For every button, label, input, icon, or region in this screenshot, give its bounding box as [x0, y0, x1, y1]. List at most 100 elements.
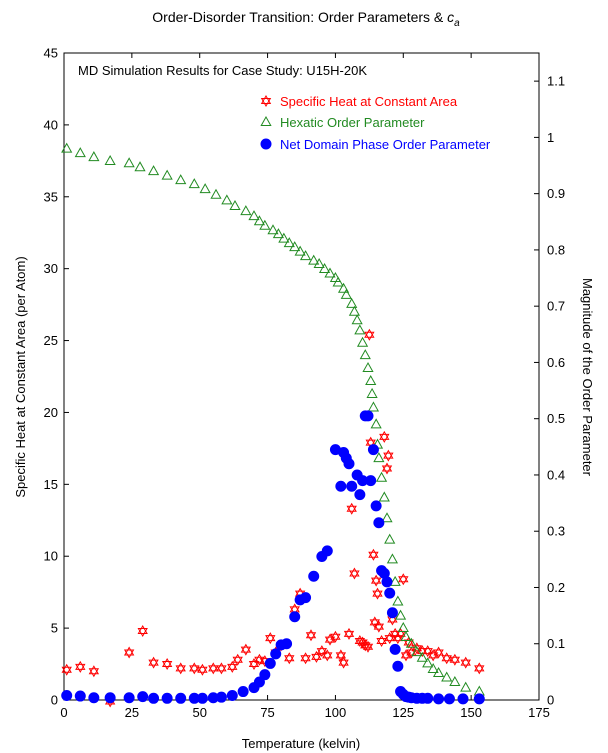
hexatic-point — [283, 237, 295, 248]
net-domain-point — [381, 576, 393, 588]
hexatic-point — [460, 681, 472, 692]
specific-heat-point — [300, 652, 311, 665]
specific-heat-point — [474, 662, 485, 675]
hexatic-point — [272, 228, 285, 239]
y-axis-right-label: Magnitude of the Order Parameter — [580, 278, 595, 477]
specific-heat-point — [61, 663, 72, 676]
net-domain-point — [137, 691, 149, 703]
legend-label-specific-heat: Specific Heat at Constant Area — [280, 94, 458, 109]
net-domain-point — [148, 692, 160, 704]
y-left-tick-label: 45 — [44, 46, 58, 61]
hexatic-point — [221, 194, 233, 205]
y-left-tick-label: 40 — [44, 117, 58, 132]
hexatic-point — [248, 210, 260, 221]
hexatic-point — [267, 224, 279, 235]
hexatic-point — [313, 257, 325, 268]
chart-title: Order-Disorder Transition: Order Paramet… — [152, 9, 460, 29]
hexatic-point — [134, 161, 146, 172]
net-domain-point — [346, 480, 358, 492]
series-3 — [61, 410, 485, 705]
y-right-tick-label: 1 — [547, 130, 554, 145]
net-domain-point — [259, 669, 271, 681]
y-left-tick-label: 20 — [44, 405, 58, 420]
hexatic-point — [175, 174, 187, 185]
hexatic-point — [61, 142, 73, 153]
hexatic-point — [392, 595, 404, 606]
specific-heat-point — [305, 629, 317, 642]
hexatic-point — [389, 575, 401, 586]
hexatic-point — [375, 471, 388, 482]
hexatic-point — [378, 491, 390, 502]
specific-heat-point — [383, 449, 394, 462]
hexatic-point — [229, 200, 241, 211]
legend-marker-circle — [260, 138, 272, 150]
hexatic-point — [432, 666, 445, 677]
specific-heat-point — [422, 645, 433, 658]
net-domain-point — [289, 611, 301, 623]
y-left-tick-label: 35 — [44, 189, 58, 204]
net-domain-point — [196, 692, 208, 704]
specific-heat-point — [398, 573, 409, 586]
specific-heat-point — [346, 502, 357, 515]
hexatic-point — [324, 267, 336, 278]
y-right-tick-label: 0.4 — [547, 467, 565, 482]
net-domain-point — [61, 689, 73, 701]
hexatic-point — [354, 324, 366, 335]
x-tick-label: 25 — [125, 705, 139, 720]
specific-heat-point — [372, 587, 383, 600]
net-domain-point — [74, 690, 86, 702]
y-right-tick-label: 0.8 — [547, 242, 565, 257]
specific-heat-point — [208, 662, 219, 675]
net-domain-point — [175, 692, 187, 704]
hexatic-point — [351, 314, 363, 325]
hexatic-point — [348, 305, 361, 316]
specific-heat-point — [433, 646, 444, 659]
chart-annotation: MD Simulation Results for Case Study: U1… — [78, 63, 367, 78]
x-tick-label: 125 — [392, 705, 414, 720]
plot-frame — [63, 52, 540, 701]
net-domain-point — [473, 693, 485, 705]
x-tick-label: 150 — [460, 705, 482, 720]
specific-heat-point — [381, 462, 393, 475]
y-left-tick-label: 30 — [44, 261, 58, 276]
y-right-tick-label: 0.3 — [547, 524, 565, 539]
x-tick-label: 50 — [192, 705, 206, 720]
specific-heat-point — [376, 635, 387, 648]
hexatic-point — [299, 250, 312, 261]
hexatic-point — [332, 276, 344, 287]
hexatic-point — [370, 418, 382, 429]
specific-heat-point — [343, 627, 355, 640]
net-domain-point — [226, 689, 238, 701]
net-domain-point — [308, 570, 320, 582]
hexatic-point — [411, 646, 423, 657]
net-domain-point — [237, 686, 249, 698]
y-right-tick-label: 0.5 — [547, 411, 565, 426]
hexatic-point — [416, 651, 428, 662]
net-domain-point — [386, 607, 398, 619]
specific-heat-point — [248, 658, 260, 671]
specific-heat-point — [373, 620, 385, 633]
legend-item-hexatic: Hexatic Order Parameter — [260, 115, 425, 130]
net-domain-point — [367, 444, 379, 456]
hexatic-point — [74, 147, 86, 158]
hexatic-point — [449, 675, 461, 686]
y-right-tick-label: 0 — [547, 693, 554, 708]
y-left-tick-label: 25 — [44, 333, 58, 348]
hexatic-point — [161, 169, 173, 180]
net-domain-point — [300, 592, 312, 604]
net-domain-point — [264, 657, 276, 669]
net-domain-point — [457, 693, 469, 705]
net-domain-point — [373, 517, 385, 529]
specific-heat-point — [123, 646, 135, 659]
y-left-tick-label: 5 — [51, 621, 58, 636]
hexatic-point — [340, 288, 352, 299]
legend-label-net-domain: Net Domain Phase Order Parameter — [280, 137, 491, 152]
hexatic-point — [422, 657, 434, 668]
specific-heat-point — [137, 624, 148, 637]
hexatic-point — [441, 671, 453, 682]
specific-heat-point — [88, 665, 100, 678]
legend-marker-triangle — [260, 115, 272, 126]
x-tick-label: 100 — [325, 705, 347, 720]
specific-heat-point — [216, 662, 227, 675]
hexatic-point — [394, 609, 407, 620]
